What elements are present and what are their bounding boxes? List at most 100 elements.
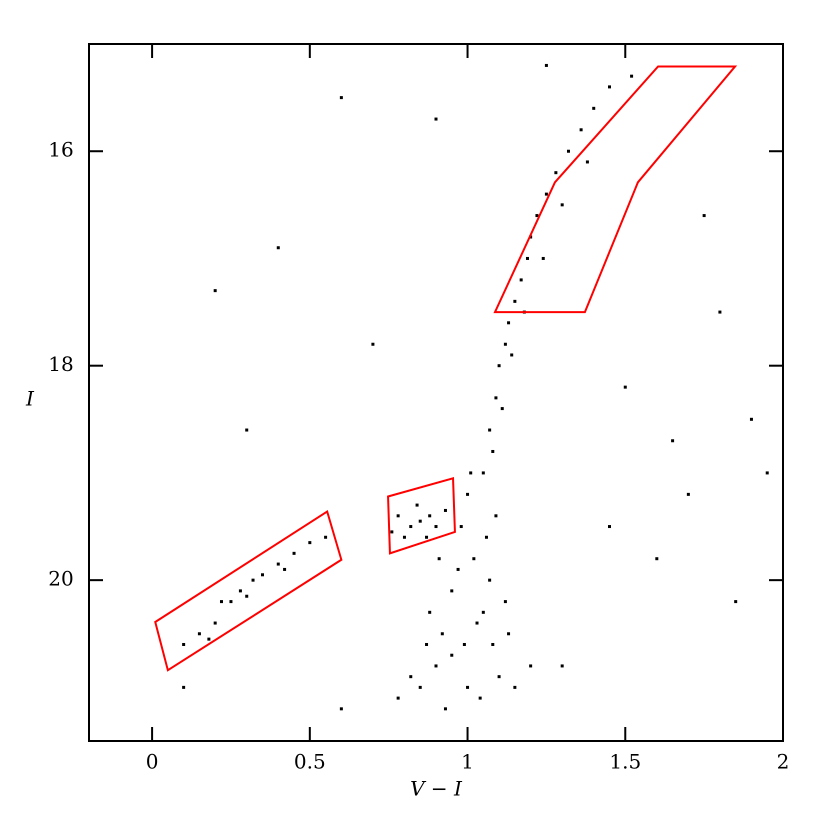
point [560, 203, 564, 207]
point [519, 278, 523, 282]
point [283, 567, 287, 571]
point [443, 508, 447, 512]
point [544, 192, 548, 196]
point [219, 600, 223, 604]
x-tick-label: 0 [146, 750, 159, 774]
point [443, 707, 447, 711]
point [579, 128, 583, 132]
point [339, 707, 343, 711]
point [671, 439, 675, 443]
y-tick-label: 20 [48, 567, 73, 591]
selection-region [387, 476, 456, 555]
point [497, 364, 501, 368]
point [245, 428, 249, 432]
point [734, 600, 738, 604]
point [608, 85, 611, 89]
point [324, 535, 328, 539]
point [292, 551, 296, 555]
point [434, 664, 438, 668]
point [510, 353, 514, 357]
point [525, 256, 529, 260]
point [488, 428, 492, 432]
point [459, 525, 463, 529]
point [702, 214, 706, 218]
point [396, 514, 400, 518]
point [507, 321, 511, 325]
point [718, 310, 722, 314]
point [560, 664, 564, 668]
point [541, 256, 545, 260]
point [488, 578, 492, 582]
point [418, 685, 422, 689]
point [592, 106, 596, 110]
point [630, 74, 634, 78]
point [686, 492, 690, 496]
x-tick-label: 2 [777, 750, 790, 774]
point [213, 621, 217, 625]
plot-frame [88, 43, 784, 742]
point [466, 685, 470, 689]
point [456, 567, 460, 571]
point [245, 594, 249, 598]
y-axis-label: I [25, 387, 35, 411]
x-tick-label: 1 [461, 750, 474, 774]
point [213, 289, 217, 293]
point [500, 407, 504, 411]
x-tick-label: 1.5 [609, 750, 641, 774]
point [749, 417, 753, 421]
point [238, 589, 242, 593]
point [481, 471, 485, 475]
point [494, 514, 498, 518]
point [434, 525, 438, 529]
point [207, 637, 211, 641]
point [544, 63, 548, 67]
point [529, 664, 533, 668]
point [437, 557, 441, 561]
point [475, 621, 479, 625]
point [425, 535, 429, 539]
point [484, 535, 488, 539]
point [535, 214, 539, 218]
point [469, 471, 473, 475]
point [409, 675, 413, 679]
point [276, 562, 280, 566]
point [491, 449, 495, 453]
point [425, 642, 429, 646]
point [434, 117, 438, 121]
point [503, 600, 507, 604]
point [450, 653, 454, 657]
y-tick-label: 16 [48, 138, 73, 162]
point [440, 632, 444, 636]
point [251, 578, 255, 582]
point [765, 471, 769, 475]
point [339, 96, 343, 100]
selection-region [154, 509, 343, 672]
point [229, 600, 233, 604]
point [472, 557, 476, 561]
point [197, 632, 201, 636]
point [491, 642, 495, 646]
point [182, 642, 186, 646]
point [608, 525, 611, 529]
point [182, 685, 186, 689]
point [450, 589, 454, 593]
point [390, 530, 394, 534]
point [478, 696, 482, 700]
point [503, 342, 507, 346]
point [513, 685, 517, 689]
x-tick-label: 0.5 [294, 750, 326, 774]
point [623, 385, 627, 389]
point [466, 492, 470, 496]
point [585, 160, 589, 164]
point [276, 246, 280, 250]
selection-region [493, 65, 738, 314]
x-axis-label: V − I [410, 777, 463, 801]
point [494, 396, 498, 400]
point [371, 342, 375, 346]
point [402, 535, 406, 539]
point [566, 149, 570, 153]
point [655, 557, 659, 561]
point [418, 519, 422, 523]
point [497, 675, 501, 679]
